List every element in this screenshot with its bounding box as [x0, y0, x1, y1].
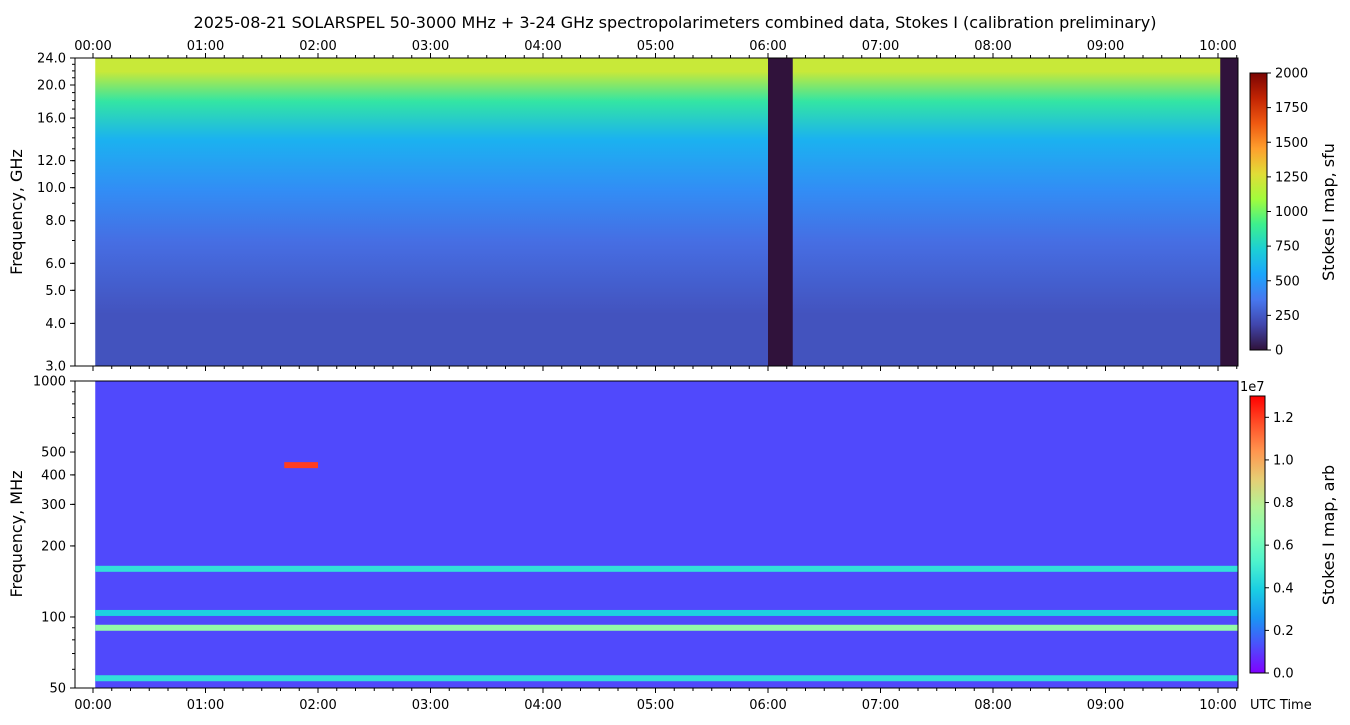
y-tick-label: 300 [41, 498, 66, 513]
bottom-heatmap [95, 381, 1238, 688]
top-y-ticks: 3.0 4.0 5.0 6.0 8.0 10.0 12.0 16.0 20.0 24.0 [37, 52, 75, 375]
bottom-colorbar-ticks: 0.0 0.2 0.4 0.6 0.8 1.0 1.2 [1265, 411, 1294, 682]
top-colorbar-ticks: 0 250 500 750 1000 1250 1500 1750 2000 [1267, 67, 1308, 359]
top-heatmap-field [95, 58, 1238, 366]
bottom-colorbar-label: Stokes I map, arb [1319, 465, 1338, 605]
colorbar-tick-label: 2000 [1275, 67, 1308, 82]
top-x-ticks-top: 00:00 01:00 02:00 03:00 04:00 05:00 06:00 07:00… [74, 39, 1238, 58]
x-tick-label-top: 00:00 [74, 39, 111, 54]
x-tick-label: 00:00 [74, 698, 111, 713]
top-y-axis-label: Frequency, GHz [7, 149, 26, 275]
x-tick-label: 10:00 [1199, 698, 1236, 713]
x-axis-label: UTC Time [1250, 698, 1312, 713]
colorbar-tick-label: 500 [1275, 274, 1300, 289]
emission-line [95, 675, 1238, 682]
y-tick-label: 1000 [33, 375, 66, 390]
x-tick-label-top: 01:00 [187, 39, 224, 54]
bottom-panel-frame [74, 380, 1239, 689]
bottom-panel: 00:00 01:00 02:00 03:00 04:00 05:00 06:00 07:00… [7, 375, 1312, 714]
y-tick-label: 8.0 [45, 214, 66, 229]
colorbar-tick-label: 1.2 [1273, 411, 1294, 426]
colorbar-tick-label: 0 [1275, 344, 1283, 359]
y-tick-label: 500 [41, 446, 66, 461]
colorbar-tick-label: 0.8 [1273, 496, 1294, 511]
x-tick-label: 04:00 [524, 698, 561, 713]
colorbar-tick-label: 1.0 [1273, 453, 1294, 468]
bottom-y-ticks: 50 100 200 300 400 500 1000 [33, 375, 75, 697]
top-colorbar: 0 250 500 750 1000 1250 1500 1750 2000 Stokes I … [1249, 67, 1338, 359]
x-tick-label: 06:00 [749, 698, 786, 713]
x-tick-label: 01:00 [187, 698, 224, 713]
x-tick-label-top: 06:00 [749, 39, 786, 54]
figure-title: 2025-08-21 SOLARSPEL 50-3000 MHz + 3-24 … [194, 13, 1157, 32]
bottom-colorbar: 1e7 0.0 0.2 0.4 0.6 0.8 1.0 1.2 Stokes I map, … [1240, 380, 1338, 682]
colorbar-tick-label: 0.4 [1273, 581, 1294, 596]
top-data-gap [1220, 58, 1238, 366]
y-tick-label: 10.0 [37, 181, 66, 196]
y-tick-label: 12.0 [37, 154, 66, 169]
bottom-colorbar-bar [1249, 395, 1266, 674]
x-tick-label-top: 09:00 [1087, 39, 1124, 54]
x-tick-label: 08:00 [974, 698, 1011, 713]
bottom-colorbar-multiplier: 1e7 [1240, 380, 1265, 395]
emission-line [95, 609, 1238, 616]
y-tick-label: 24.0 [37, 52, 66, 67]
bottom-heatmap-field [95, 381, 1238, 688]
x-tick-label-top: 03:00 [412, 39, 449, 54]
colorbar-tick-label: 1000 [1275, 205, 1308, 220]
colorbar-tick-label: 0.6 [1273, 539, 1294, 554]
x-tick-label: 09:00 [1087, 698, 1124, 713]
x-tick-label-top: 07:00 [862, 39, 899, 54]
colorbar-tick-label: 0.0 [1273, 667, 1294, 682]
y-tick-label: 5.0 [45, 284, 66, 299]
emission-line [284, 462, 318, 469]
top-colorbar-bar [1249, 72, 1268, 351]
top-data-gap [768, 58, 793, 366]
y-tick-label: 20.0 [37, 79, 66, 94]
bottom-x-ticks: 00:00 01:00 02:00 03:00 04:00 05:00 06:00 07:00… [74, 688, 1238, 713]
colorbar-tick-label: 1750 [1275, 101, 1308, 116]
colorbar-tick-label: 1500 [1275, 136, 1308, 151]
y-tick-label: 16.0 [37, 112, 66, 127]
top-panel: 00:00 01:00 02:00 03:00 04:00 05:00 06:00 07:00… [7, 39, 1239, 375]
emission-line [95, 565, 1238, 572]
top-panel-frame [74, 57, 1239, 367]
y-tick-label: 100 [41, 610, 66, 625]
colorbar-tick-label: 750 [1275, 240, 1300, 255]
y-tick-label: 400 [41, 468, 66, 483]
top-heatmap [95, 58, 1238, 366]
top-colorbar-label: Stokes I map, sfu [1319, 143, 1338, 281]
colorbar-tick-label: 250 [1275, 309, 1300, 324]
x-tick-label: 03:00 [412, 698, 449, 713]
y-tick-label: 6.0 [45, 257, 66, 272]
x-tick-label: 05:00 [637, 698, 674, 713]
colorbar-tick-label: 1250 [1275, 170, 1308, 185]
x-tick-label-top: 08:00 [974, 39, 1011, 54]
bottom-y-axis-label: Frequency, MHz [7, 470, 26, 597]
y-tick-label: 3.0 [45, 360, 66, 375]
y-tick-label: 4.0 [45, 317, 66, 332]
x-tick-label-top: 05:00 [637, 39, 674, 54]
x-tick-label-top: 04:00 [524, 39, 561, 54]
x-tick-label: 02:00 [299, 698, 336, 713]
y-tick-label: 200 [41, 539, 66, 554]
top-x-ticks-bottom [92, 366, 1238, 371]
y-tick-label: 50 [49, 682, 66, 697]
emission-line [95, 624, 1238, 631]
x-tick-label-top: 10:00 [1199, 39, 1236, 54]
x-tick-label: 07:00 [862, 698, 899, 713]
colorbar-tick-label: 0.2 [1273, 624, 1294, 639]
x-tick-label-top: 02:00 [299, 39, 336, 54]
